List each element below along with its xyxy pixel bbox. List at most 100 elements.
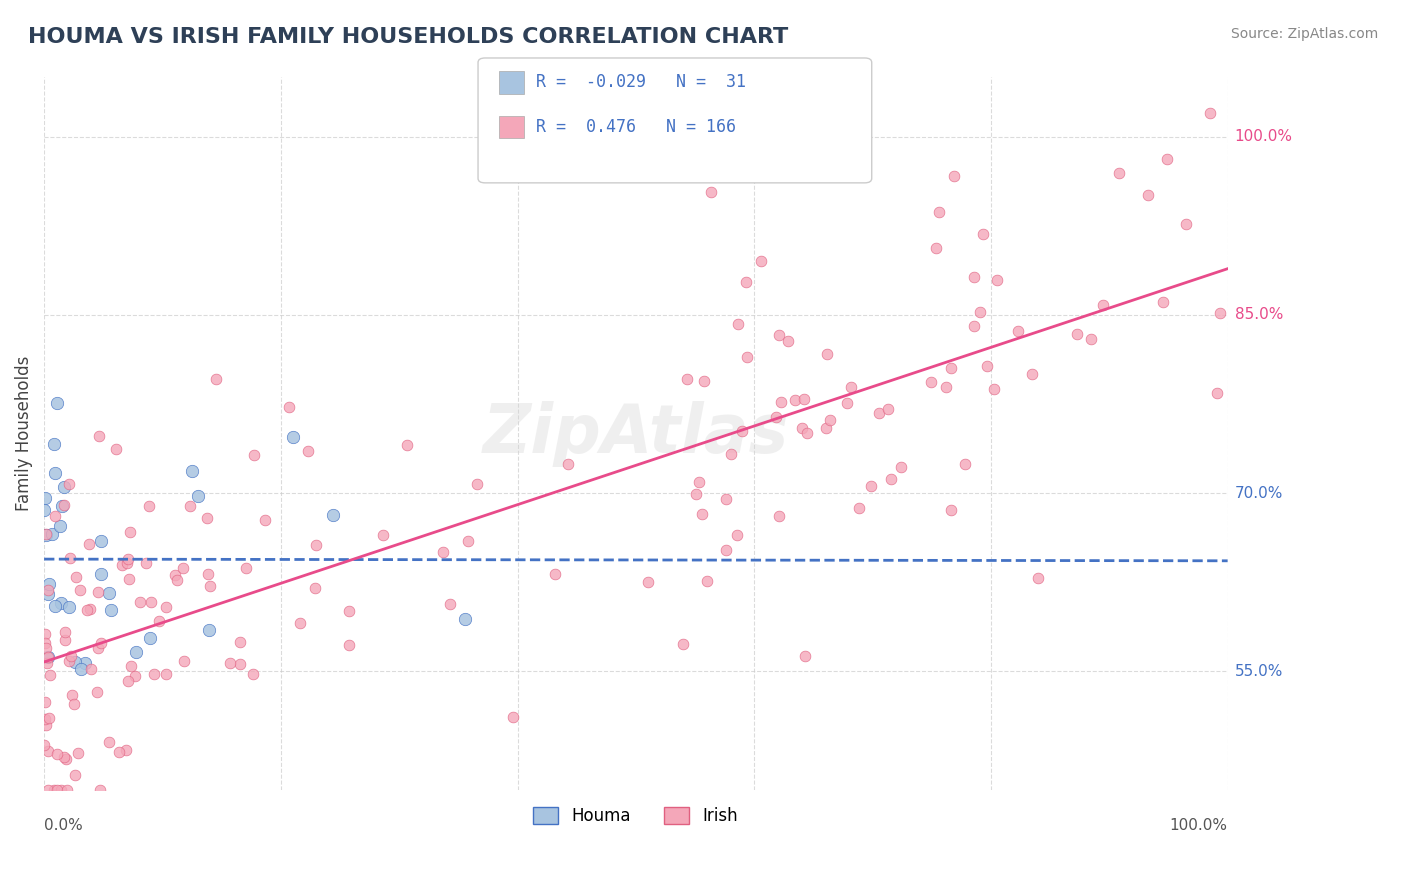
Point — [39, 668, 62, 682]
Point — [79, 602, 101, 616]
Point — [242, 666, 264, 681]
Point — [155, 666, 177, 681]
Point — [37, 744, 59, 758]
Point — [228, 657, 250, 672]
Point — [290, 616, 312, 631]
Point — [815, 347, 838, 361]
Point — [198, 623, 221, 637]
Point — [432, 545, 454, 559]
Point — [34, 626, 56, 640]
Point — [1091, 297, 1114, 311]
Point — [839, 379, 862, 393]
Point — [98, 585, 121, 599]
Point — [880, 472, 903, 486]
Point — [76, 603, 98, 617]
Point — [87, 585, 110, 599]
Point — [1108, 166, 1130, 180]
Point — [58, 600, 80, 615]
Point — [700, 186, 723, 200]
Point — [42, 436, 65, 450]
Point — [243, 448, 266, 462]
Point — [983, 383, 1005, 397]
Point — [835, 396, 858, 410]
Point — [90, 566, 112, 581]
Point — [44, 783, 66, 797]
Point — [465, 477, 488, 491]
Point — [34, 695, 56, 709]
Point — [720, 447, 742, 461]
Point — [688, 475, 710, 489]
Point — [44, 466, 66, 480]
Point — [63, 655, 86, 669]
Point — [60, 688, 83, 702]
Point — [63, 698, 86, 712]
Point — [1156, 152, 1178, 166]
Point — [439, 597, 461, 611]
Point — [371, 528, 394, 542]
Point — [69, 582, 91, 597]
Point — [765, 410, 787, 425]
Point — [768, 327, 790, 342]
Point — [37, 783, 59, 797]
Text: ZipAtlas: ZipAtlas — [482, 401, 789, 467]
Point — [56, 783, 79, 797]
Point — [962, 318, 984, 333]
Point — [37, 650, 59, 665]
Point — [87, 640, 110, 655]
Point — [63, 768, 86, 782]
Point — [53, 632, 76, 647]
Point — [166, 573, 188, 587]
Point — [60, 649, 83, 664]
Point — [49, 518, 72, 533]
Point — [969, 304, 991, 318]
Point — [796, 425, 818, 440]
Point — [90, 636, 112, 650]
Point — [44, 599, 66, 613]
Point — [457, 534, 479, 549]
Point — [125, 645, 148, 659]
Point — [229, 635, 252, 649]
Point — [735, 275, 758, 289]
Point — [67, 746, 90, 760]
Point — [120, 659, 142, 673]
Point — [89, 783, 111, 797]
Point — [935, 380, 957, 394]
Point — [58, 476, 80, 491]
Point — [714, 543, 737, 558]
Point — [53, 498, 76, 512]
Point — [685, 487, 707, 501]
Point — [1007, 325, 1029, 339]
Point — [235, 561, 257, 575]
Point — [139, 595, 162, 609]
Point — [70, 662, 93, 676]
Point — [337, 638, 360, 652]
Point — [197, 567, 219, 582]
Point — [942, 169, 965, 183]
Point — [34, 641, 56, 656]
Point — [1021, 368, 1043, 382]
Point — [129, 594, 152, 608]
Point — [86, 685, 108, 699]
Point — [138, 499, 160, 513]
Point — [890, 459, 912, 474]
Point — [49, 783, 72, 797]
Point — [337, 604, 360, 618]
Point — [165, 567, 187, 582]
Point — [55, 752, 77, 766]
Point — [925, 241, 948, 255]
Point — [297, 443, 319, 458]
Point — [118, 525, 141, 540]
Point — [111, 558, 134, 572]
Point — [37, 657, 59, 671]
Point — [735, 350, 758, 364]
Point — [107, 745, 129, 759]
Point — [637, 575, 659, 590]
Point — [37, 650, 59, 665]
Point — [749, 253, 772, 268]
Point — [304, 581, 326, 595]
Point — [187, 489, 209, 503]
Point — [90, 533, 112, 548]
Point — [716, 492, 738, 507]
Point — [118, 572, 141, 586]
Point — [557, 457, 579, 471]
